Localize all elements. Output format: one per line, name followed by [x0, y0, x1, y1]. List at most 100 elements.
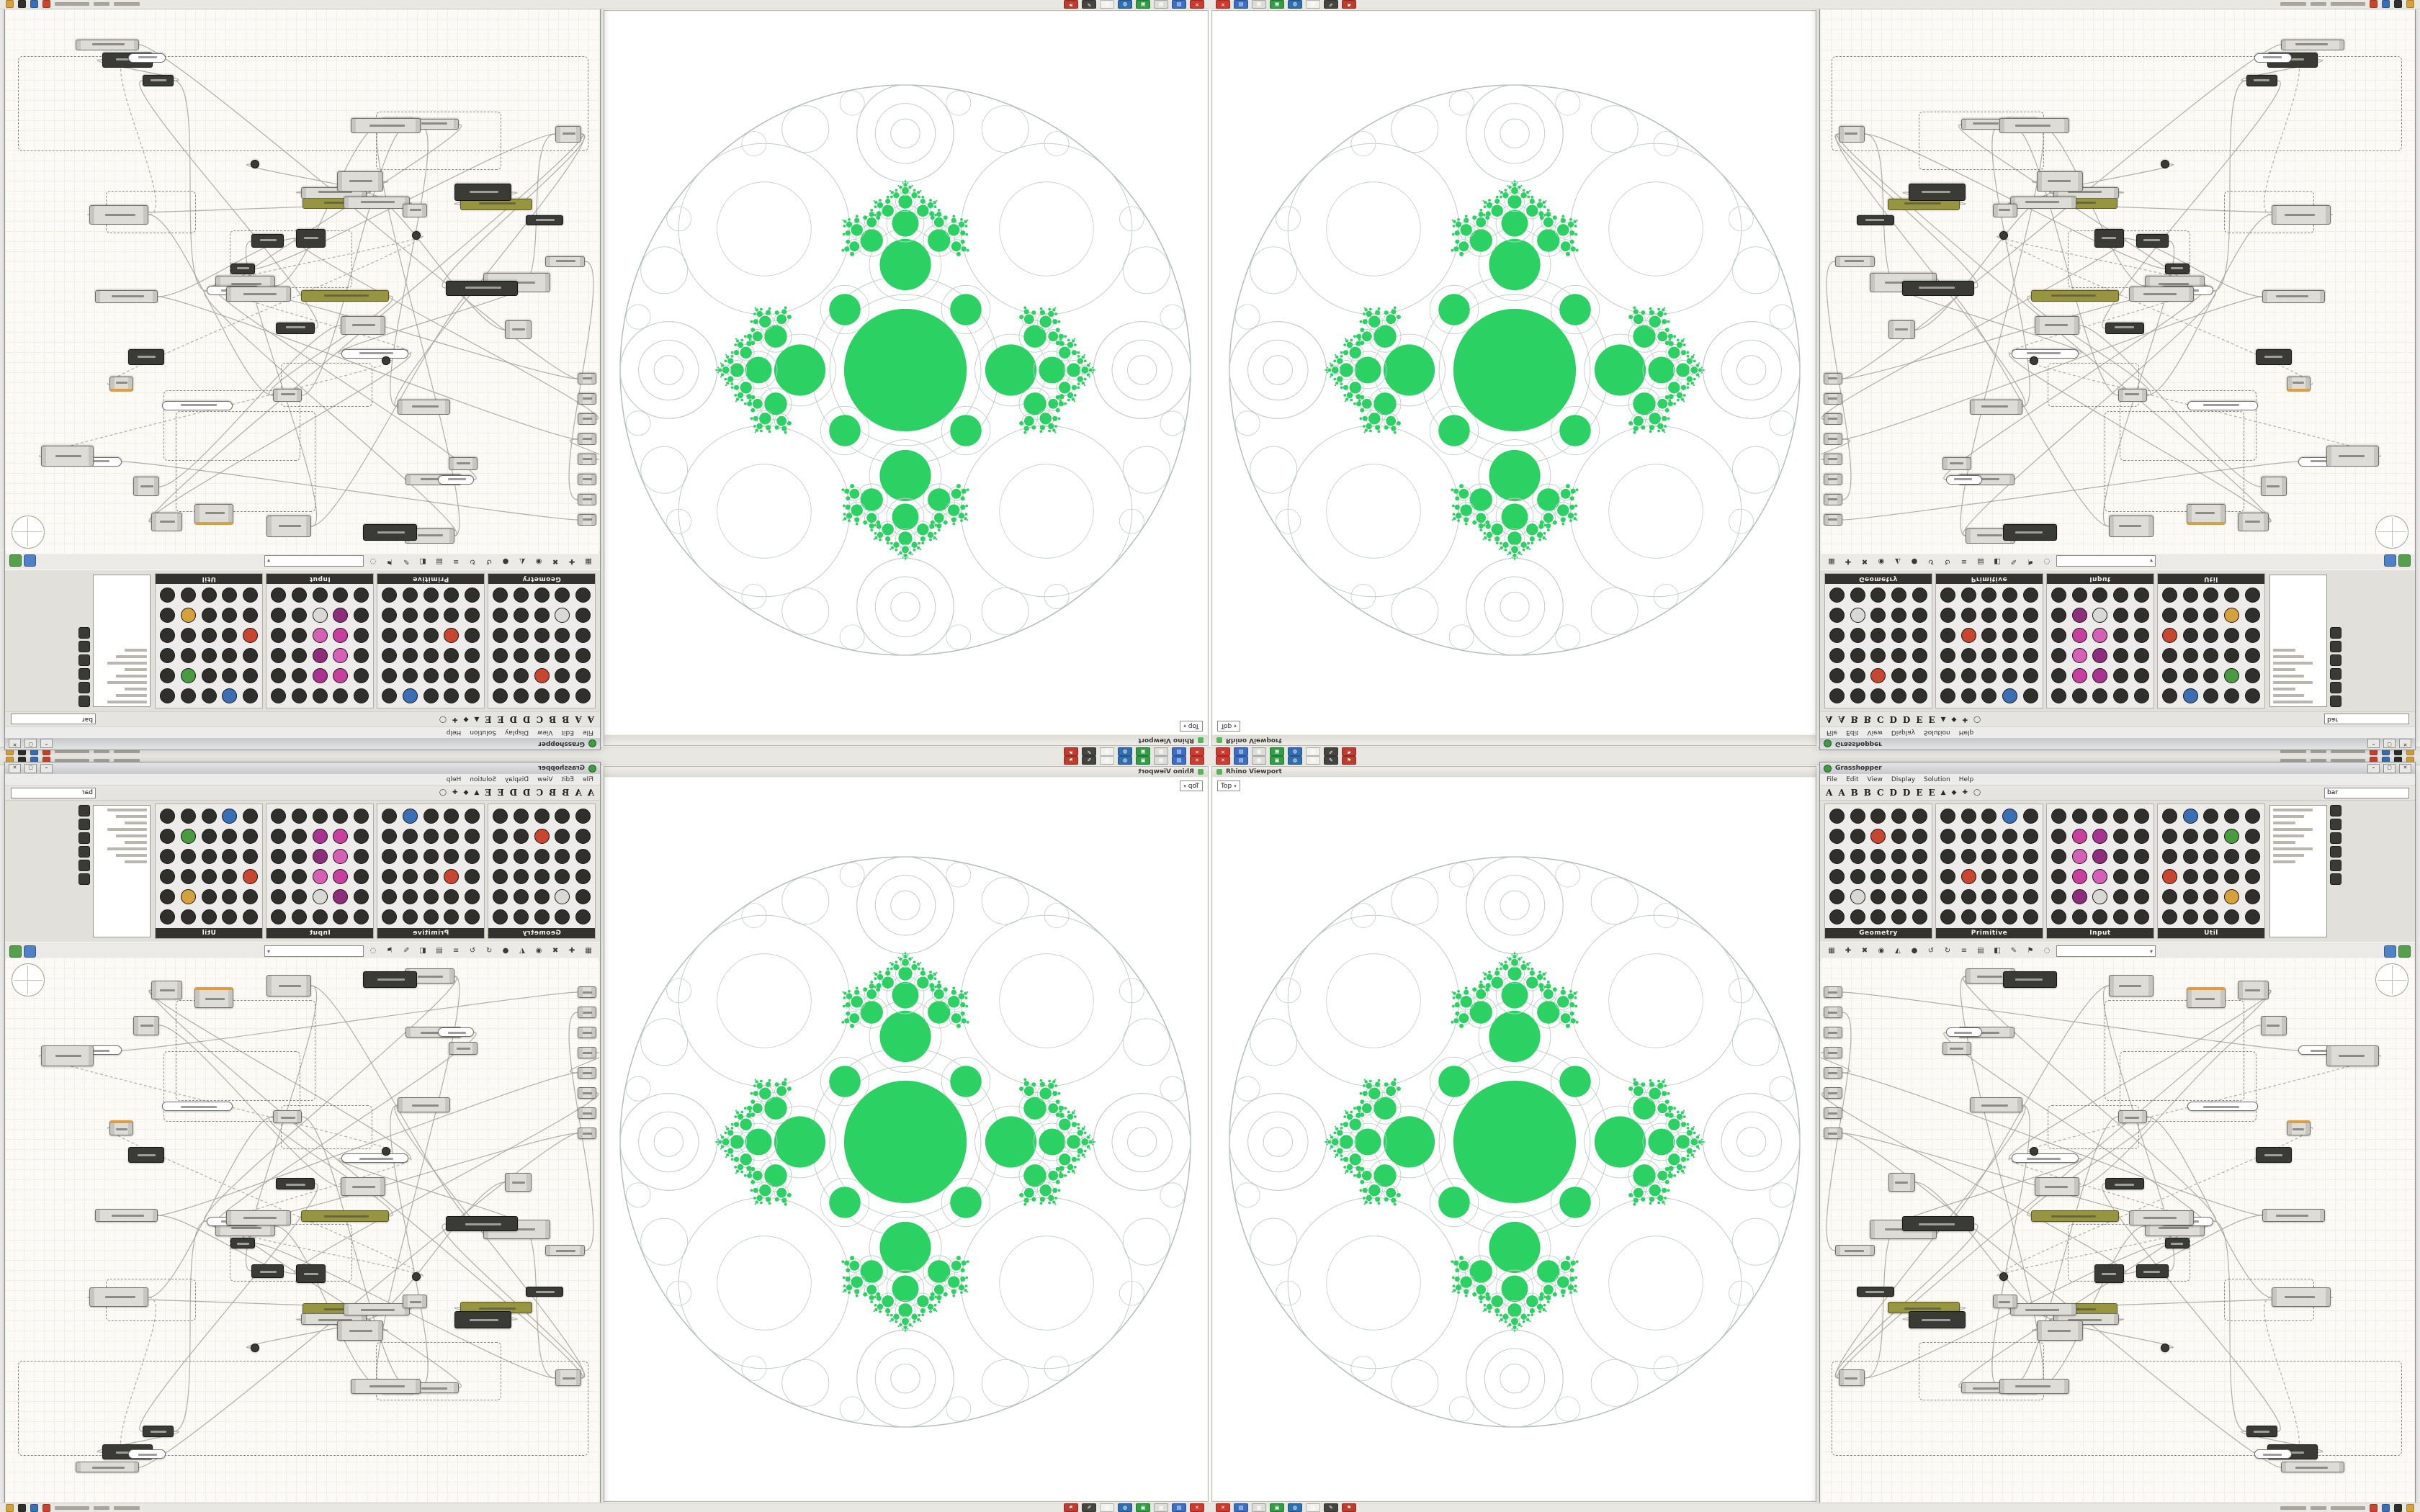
- panel-white-icon[interactable]: ▥: [1306, 756, 1320, 765]
- gh-node[interactable]: [89, 1287, 149, 1308]
- flag-red-icon[interactable]: ⚑: [1342, 747, 1356, 756]
- component-icon[interactable]: [2051, 808, 2066, 824]
- component-icon[interactable]: [2023, 688, 2039, 704]
- component-icon[interactable]: [354, 688, 369, 704]
- gh-node[interactable]: [41, 1045, 94, 1066]
- component-icon[interactable]: [534, 909, 550, 924]
- tab-shape-icon-1[interactable]: ◆: [1951, 716, 1957, 723]
- component-icon[interactable]: [354, 888, 369, 904]
- viewport-green-icon[interactable]: ▣: [1270, 0, 1284, 9]
- component-icon[interactable]: [159, 848, 175, 864]
- gh-node[interactable]: [2186, 987, 2226, 1009]
- gh-node[interactable]: [1824, 1087, 1842, 1099]
- gh-node[interactable]: [194, 987, 234, 1009]
- component-icon[interactable]: [2203, 808, 2219, 824]
- gh-node[interactable]: [1888, 1173, 1916, 1192]
- component-icon[interactable]: [381, 888, 397, 904]
- component-icon[interactable]: [2224, 648, 2240, 664]
- component-icon[interactable]: [270, 909, 286, 924]
- component-icon[interactable]: [2182, 588, 2198, 603]
- component-icon[interactable]: [2224, 588, 2240, 603]
- component-icon[interactable]: [243, 588, 259, 603]
- component-icon[interactable]: [354, 848, 369, 864]
- gh-node[interactable]: [2002, 524, 2057, 541]
- gh-node[interactable]: [1824, 393, 1842, 405]
- component-icon[interactable]: [354, 828, 369, 844]
- component-icon[interactable]: [423, 608, 439, 624]
- component-icon[interactable]: [270, 668, 286, 684]
- component-icon[interactable]: [243, 868, 259, 884]
- toolbar-icon-9[interactable]: ▤: [1977, 947, 1984, 955]
- component-icon[interactable]: [270, 808, 286, 824]
- gh-node[interactable]: [526, 215, 563, 226]
- component-icon[interactable]: [2161, 668, 2177, 684]
- gh-node[interactable]: [1902, 1216, 1974, 1232]
- component-icon[interactable]: [2071, 909, 2087, 924]
- gh-node[interactable]: [89, 204, 149, 225]
- canvas-search-input[interactable]: [2324, 787, 2409, 798]
- component-icon[interactable]: [2023, 808, 2039, 824]
- component-icon[interactable]: [2071, 648, 2087, 664]
- gh-node[interactable]: [1999, 118, 2069, 134]
- component-icon[interactable]: [2182, 648, 2198, 664]
- component-tab-e-8[interactable]: E: [485, 788, 492, 798]
- component-icon[interactable]: [291, 868, 307, 884]
- component-icon[interactable]: [465, 808, 480, 824]
- component-icon[interactable]: [1960, 628, 1976, 644]
- menu-item-help[interactable]: Help: [446, 775, 462, 783]
- component-icon[interactable]: [444, 868, 460, 884]
- palette-side-button[interactable]: [2330, 696, 2341, 707]
- component-icon[interactable]: [222, 648, 238, 664]
- gh-node[interactable]: [578, 393, 596, 405]
- component-icon[interactable]: [492, 608, 508, 624]
- component-icon[interactable]: [1850, 909, 1865, 924]
- component-icon[interactable]: [2134, 828, 2150, 844]
- gh-node[interactable]: [1999, 231, 2008, 240]
- gh-node[interactable]: [2012, 348, 2079, 359]
- component-icon[interactable]: [1850, 588, 1865, 603]
- component-icon[interactable]: [444, 668, 460, 684]
- component-icon[interactable]: [291, 608, 307, 624]
- palette-tab-label[interactable]: Geometry: [488, 928, 595, 938]
- component-icon[interactable]: [333, 848, 349, 864]
- gh-node[interactable]: [1888, 320, 1916, 339]
- component-icon[interactable]: [513, 588, 529, 603]
- maximize-button[interactable]: ▢: [2383, 739, 2396, 749]
- palette-tab-label[interactable]: Primitive: [377, 574, 484, 584]
- component-icon[interactable]: [270, 628, 286, 644]
- component-icon[interactable]: [555, 828, 570, 844]
- component-icon[interactable]: [423, 688, 439, 704]
- gh-node[interactable]: [2105, 322, 2144, 334]
- component-icon[interactable]: [2224, 808, 2240, 824]
- gh-node[interactable]: [133, 1016, 159, 1035]
- component-icon[interactable]: [534, 668, 550, 684]
- component-icon[interactable]: [2071, 608, 2087, 624]
- gh-node[interactable]: [578, 1087, 596, 1099]
- component-icon[interactable]: [513, 828, 529, 844]
- palette-side-button[interactable]: [79, 860, 90, 871]
- component-icon[interactable]: [2051, 588, 2066, 603]
- component-icon[interactable]: [2002, 808, 2018, 824]
- component-icon[interactable]: [423, 668, 439, 684]
- gh-node[interactable]: [578, 1107, 596, 1119]
- toolbar-icon-1[interactable]: ✚: [568, 947, 575, 955]
- gh-node[interactable]: [2261, 1016, 2287, 1035]
- component-icon[interactable]: [513, 808, 529, 824]
- component-icon[interactable]: [575, 628, 591, 644]
- gh-node[interactable]: [295, 1264, 326, 1283]
- component-icon[interactable]: [1960, 688, 1976, 704]
- component-icon[interactable]: [333, 628, 349, 644]
- gh-node[interactable]: [2037, 171, 2084, 192]
- component-tab-e-7[interactable]: E: [1916, 714, 1923, 724]
- component-icon[interactable]: [222, 848, 238, 864]
- gh-node[interactable]: [351, 1378, 421, 1394]
- component-tab-a-0[interactable]: A: [587, 788, 594, 798]
- toolbar-icon-13[interactable]: ◌: [2043, 947, 2051, 955]
- component-tab-a-1[interactable]: A: [1838, 714, 1845, 724]
- component-icon[interactable]: [465, 688, 480, 704]
- globe-blue-icon[interactable]: ◍: [1118, 1503, 1132, 1512]
- close-button[interactable]: ✕: [9, 763, 21, 773]
- component-icon[interactable]: [1829, 628, 1845, 644]
- component-icon[interactable]: [2203, 688, 2219, 704]
- tab-shape-icon-2[interactable]: ✚: [1962, 716, 1968, 723]
